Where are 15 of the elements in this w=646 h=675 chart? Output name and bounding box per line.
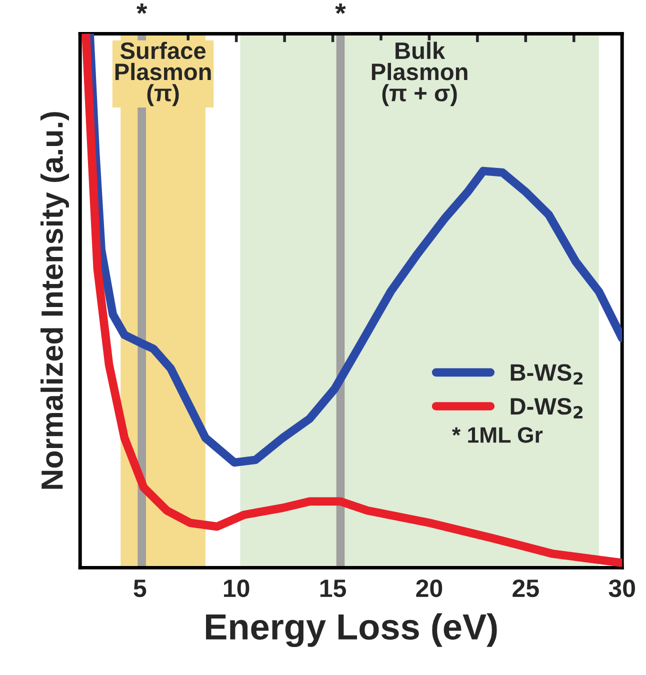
ref-line-label: * [335, 4, 346, 14]
x-tick-label: 5 [134, 580, 146, 598]
legend-label: B-WS$_{2}$ [510, 364, 583, 385]
legend-label: D-WS$_{2}$ [510, 398, 583, 418]
x-tick-label: 10 [224, 579, 250, 598]
x-tick-label: 30 [608, 579, 635, 598]
x-tick-label: 25 [512, 579, 539, 598]
band-label: Surface Plasmon (π) [115, 42, 211, 106]
x-tick-label: 20 [416, 579, 442, 598]
x-axis-title: Energy Loss (eV) [206, 613, 497, 648]
x-tick-label: 15 [320, 580, 346, 598]
band-label: Bulk Plasmon (π + σ) [372, 42, 468, 106]
annotation: * 1ML Gr [452, 427, 543, 443]
y-axis-title: Normalized Intensity (a.u.) [40, 112, 69, 489]
ref-line-label: * [136, 4, 148, 14]
